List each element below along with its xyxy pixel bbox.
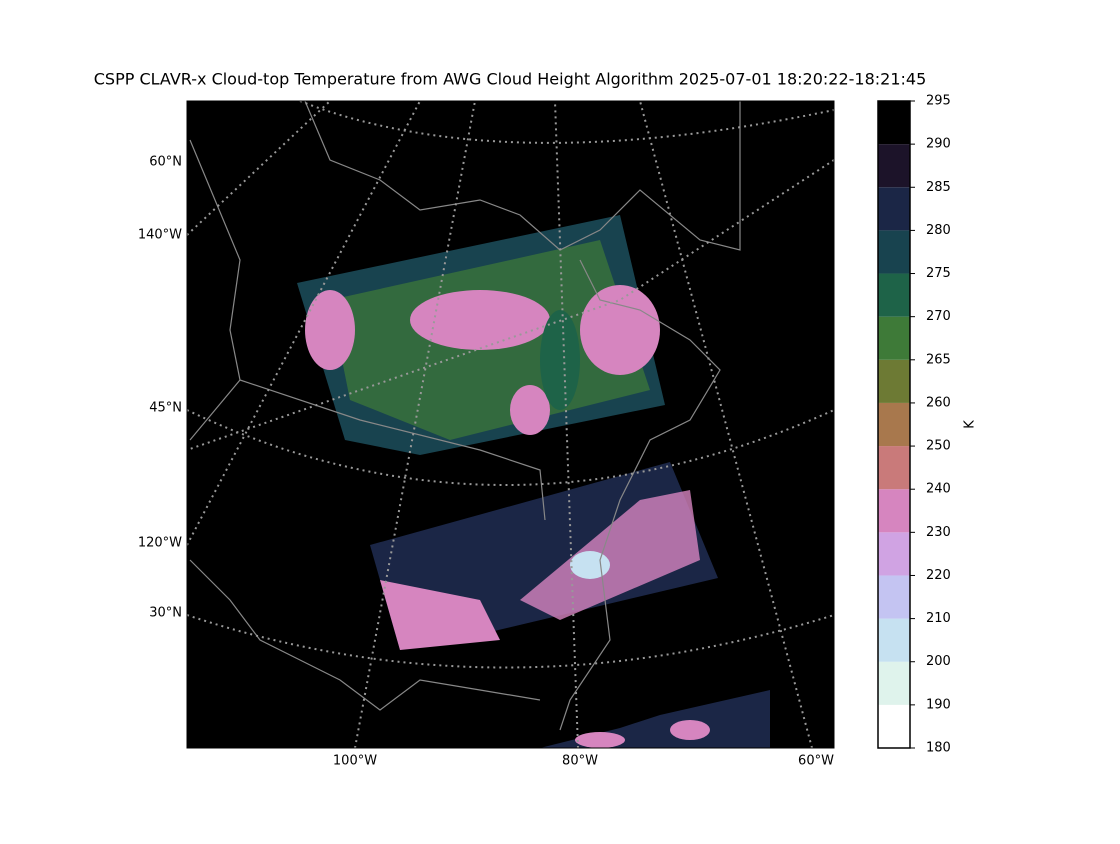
colorbar-label: K	[963, 420, 978, 429]
clouds	[297, 215, 770, 748]
colorbar-tick-label: 290	[926, 137, 951, 152]
colorbar-bin	[878, 618, 910, 662]
colorbar-bin	[878, 661, 910, 705]
colorbar-tick-label: 280	[926, 223, 951, 238]
lat-label: 30°N	[149, 606, 182, 621]
colorbar-bin	[878, 489, 910, 533]
colorbar-tick-label: 220	[926, 568, 951, 583]
colorbar-tick-label: 200	[926, 654, 951, 669]
title: CSPP CLAVR-x Cloud-top Temperature from …	[94, 70, 927, 89]
colorbar-bin	[878, 575, 910, 619]
lon-label: 140°W	[138, 228, 182, 243]
colorbar-bin	[878, 101, 910, 145]
colorbar-tick-label: 250	[926, 439, 951, 454]
colorbar-tick-label: 270	[926, 309, 951, 324]
map-frame	[186, 100, 835, 749]
colorbar-tick-label: 265	[926, 352, 951, 367]
colorbar-tick-label: 295	[926, 94, 951, 109]
colorbar-bin	[878, 402, 910, 447]
lat-label: 45°N	[149, 401, 182, 416]
colorbar-bin	[878, 187, 910, 231]
lon-label: 60°W	[798, 754, 834, 769]
colorbar-bin	[878, 359, 910, 403]
colorbar-frame	[877, 100, 911, 749]
lon-label: 100°W	[333, 754, 377, 769]
colorbar-tick-label: 275	[926, 266, 951, 281]
colorbar-tick-label: 260	[926, 395, 951, 410]
colorbar-bin	[878, 144, 910, 188]
colorbar-bin	[878, 532, 910, 576]
colorbar-tick-label: 230	[926, 525, 951, 540]
colorbar-tick-label: 190	[926, 697, 951, 712]
colorbar-bin	[878, 230, 910, 274]
colorbar-bin	[878, 316, 910, 360]
colorbar-bin	[878, 273, 910, 317]
lat-label: 60°N	[149, 155, 182, 170]
colorbar-bin	[878, 704, 910, 748]
lon-label: 120°W	[138, 536, 182, 551]
colorbar-tick-label: 240	[926, 482, 951, 497]
map: 60°N 45°N 30°N 140°W 120°W 100°W 80°W 60…	[138, 100, 835, 769]
colorbar-tick-label: 180	[926, 741, 951, 756]
colorbar-tick-label: 285	[926, 180, 951, 195]
colorbar: 180 190 200 210 220 230 240 250 260 265 270 275 280 2…	[877, 94, 978, 756]
coastlines	[189, 101, 741, 731]
colorbar-tick-label: 210	[926, 611, 951, 626]
colorbar-bin	[878, 446, 910, 490]
lon-label: 80°W	[562, 754, 598, 769]
graticule	[187, 101, 834, 748]
